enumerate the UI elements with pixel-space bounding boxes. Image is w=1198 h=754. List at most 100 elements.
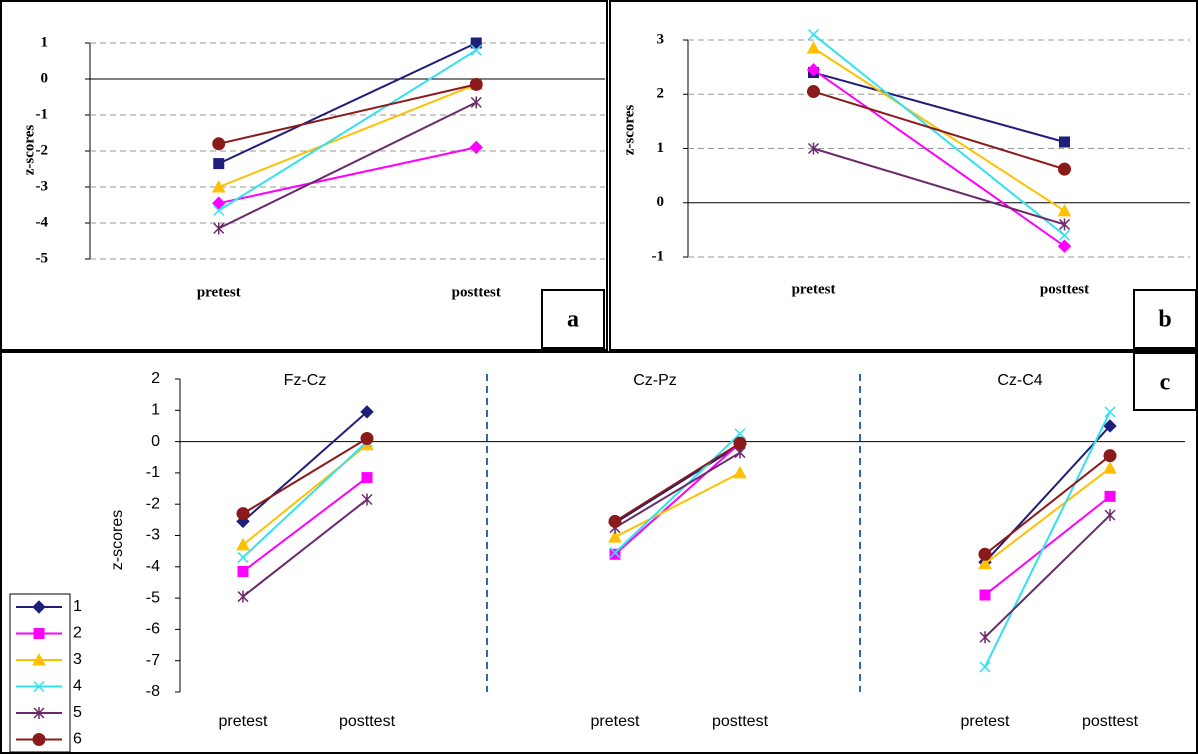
group-title: Cz-Pz — [633, 372, 677, 389]
series-line — [614, 442, 741, 523]
panel-label-box — [1133, 289, 1197, 349]
marker — [807, 142, 820, 155]
marker — [237, 551, 249, 563]
legend-label: 3 — [73, 651, 82, 668]
marker — [469, 140, 483, 155]
series-line — [218, 42, 477, 165]
marker — [213, 158, 225, 170]
series-line — [242, 411, 368, 523]
marker — [807, 29, 820, 41]
series-line — [984, 495, 1111, 596]
panel-label-box — [1133, 352, 1197, 411]
y-tick-label: -1 — [146, 464, 160, 481]
legend-marker — [33, 680, 45, 693]
x-tick-label: pretest — [197, 284, 241, 300]
series-line — [812, 33, 1066, 237]
marker — [212, 137, 226, 151]
marker — [1104, 490, 1116, 502]
marker — [1058, 218, 1071, 231]
series-line — [218, 83, 477, 188]
group-title: Fz-Cz — [284, 372, 327, 389]
y-tick-label: -2 — [36, 142, 49, 158]
series-line — [614, 472, 741, 538]
y-tick-label: 1 — [151, 402, 160, 419]
marker — [978, 556, 992, 570]
marker — [212, 196, 226, 210]
legend-marker — [32, 652, 46, 666]
legend-box — [9, 593, 71, 753]
marker — [1104, 509, 1116, 522]
marker — [608, 514, 622, 528]
marker — [1104, 406, 1116, 418]
y-axis-label: z-scores — [621, 105, 637, 156]
y-tick-label: -5 — [36, 250, 49, 266]
marker — [236, 507, 250, 521]
series-line — [813, 90, 1065, 171]
marker — [978, 547, 992, 561]
panel-label: b — [1158, 307, 1171, 333]
legend-label: 5 — [73, 704, 82, 721]
marker — [237, 565, 249, 577]
panel-c: 2 1 0 -1 -2 -3 -4 -5 -6 -7 -8 z-scores pretest postte… — [9, 352, 1197, 753]
marker — [979, 661, 991, 673]
series-line — [984, 467, 1111, 565]
series-line — [242, 498, 368, 598]
y-tick-label: -6 — [146, 621, 160, 638]
legend-label: 2 — [73, 625, 82, 642]
marker — [361, 472, 373, 484]
x-tick-label: pretest — [961, 713, 1010, 730]
marker — [807, 85, 820, 99]
series-line — [614, 442, 741, 556]
legend-label: 4 — [73, 678, 82, 695]
marker — [1103, 461, 1117, 474]
marker — [360, 405, 374, 419]
marker — [1058, 229, 1071, 241]
series-line — [242, 440, 368, 559]
y-axis-label: z-scores — [109, 510, 126, 570]
x-tick-label: posttest — [1040, 281, 1089, 297]
marker — [213, 222, 225, 235]
series-line — [813, 147, 1065, 226]
panel-frame — [609, 0, 1198, 351]
marker — [1057, 203, 1072, 217]
marker — [236, 537, 250, 551]
marker — [470, 44, 482, 56]
marker — [213, 204, 225, 216]
y-tick-label: 0 — [151, 433, 160, 450]
y-axis-label: z-scores — [21, 125, 37, 176]
marker — [1059, 136, 1070, 148]
marker — [806, 63, 821, 77]
marker — [979, 631, 991, 644]
y-tick-label: 1 — [657, 140, 665, 156]
panel-frame — [0, 0, 608, 351]
y-tick-label: -3 — [146, 527, 160, 544]
marker — [734, 428, 746, 440]
marker — [609, 547, 621, 559]
series-line — [242, 437, 368, 515]
marker — [211, 179, 226, 193]
y-tick-label: 2 — [657, 86, 665, 102]
marker — [470, 96, 482, 109]
group-title: Cz-C4 — [997, 372, 1042, 389]
series-line — [242, 476, 368, 573]
legend-marker — [32, 600, 46, 614]
legend-marker — [32, 733, 46, 746]
series-line — [614, 433, 741, 554]
series-line — [812, 69, 1066, 247]
x-tick-label: pretest — [792, 281, 836, 297]
y-tick-label: 3 — [657, 31, 665, 47]
marker — [1057, 239, 1072, 253]
marker — [733, 436, 747, 450]
series-line — [984, 425, 1111, 563]
y-tick-label: 0 — [657, 194, 665, 210]
series-line — [984, 454, 1111, 556]
x-tick-label: pretest — [591, 713, 640, 730]
marker — [1103, 419, 1117, 433]
panel-a: 1 0 -1 -2 -3 -4 -5 z-scores pretest posttest a — [21, 34, 605, 349]
y-tick-label: -4 — [36, 214, 49, 230]
panel-b: 3 2 1 0 -1 z-scores pretest posttest b — [621, 29, 1197, 349]
y-tick-label: -8 — [146, 683, 160, 700]
marker — [806, 41, 821, 54]
legend-label: 1 — [73, 598, 82, 615]
